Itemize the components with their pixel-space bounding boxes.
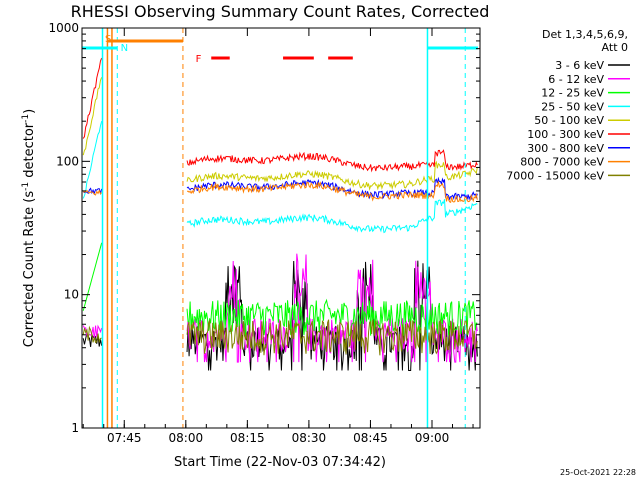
y-axis-label-main: Corrected Count Rate (s <box>22 191 37 348</box>
x-tick-label-2: 08:15 <box>230 431 265 445</box>
y-tick-label-0: 1 <box>71 421 79 435</box>
segment-label-0: S <box>105 34 111 45</box>
x-tick-label-0: 07:45 <box>107 431 142 445</box>
y-axis-label-exp2: -1 <box>21 114 31 123</box>
series-early-6 <box>82 187 103 196</box>
legend-label-1: 6 - 12 keV <box>548 73 604 86</box>
plot-area <box>82 57 478 371</box>
segment-label-2: F <box>196 54 202 65</box>
chart-title: RHESSI Observing Summary Count Rates, Co… <box>71 2 490 21</box>
series-early-7 <box>83 189 103 196</box>
series-line-7 <box>186 181 478 204</box>
x-tick-label-4: 08:45 <box>353 431 388 445</box>
series-line-1 <box>186 253 478 363</box>
segment-label-1: N <box>121 43 128 54</box>
legend-label-2: 12 - 25 keV <box>541 87 604 100</box>
series-early-8 <box>82 325 102 344</box>
footer-date: 25-Oct-2021 22:28 <box>560 468 636 477</box>
legend-label-5: 100 - 300 keV <box>527 128 604 141</box>
legend-header-1: Det 1,3,4,5,6,9, <box>542 28 628 41</box>
series-line-5 <box>186 149 478 173</box>
series-line-6 <box>186 176 478 201</box>
x-tick-label-3: 08:30 <box>292 431 327 445</box>
x-axis-label: Start Time (22-Nov-03 07:34:42) <box>174 455 386 470</box>
series-early-5 <box>82 57 103 139</box>
legend-label-0: 3 - 6 keV <box>555 59 604 72</box>
event-markers: SN F <box>82 28 478 428</box>
x-tick-label-5: 09:00 <box>415 431 450 445</box>
series-line-4 <box>186 160 478 191</box>
y-tick-label-1: 10 <box>64 288 79 302</box>
series-line-8 <box>186 318 478 356</box>
legend-header-2: Att 0 <box>602 41 628 54</box>
series-early-3 <box>82 121 103 199</box>
y-axis-ticks: 1 10 100 1000 <box>48 21 480 435</box>
y-axis-label-exp1: -1 <box>21 182 31 191</box>
y-tick-label-3: 1000 <box>48 21 79 35</box>
series-line-3 <box>186 199 478 234</box>
y-axis-label-end: ) <box>22 109 37 114</box>
legend-label-8: 7000 - 15000 keV <box>506 169 604 182</box>
x-axis-ticks: 07:45 08:00 08:15 08:30 08:45 09:00 <box>82 28 474 445</box>
series-line-2 <box>186 298 478 337</box>
y-axis-label-mid: detector <box>22 122 37 182</box>
plot-frame <box>81 27 481 429</box>
legend-label-4: 50 - 100 keV <box>534 114 604 127</box>
legend-label-7: 800 - 7000 keV <box>520 156 604 169</box>
series-early-4 <box>82 77 103 156</box>
y-axis-label: Corrected Count Rate (s-1 detector-1) <box>21 109 37 347</box>
series-early-2 <box>82 242 103 311</box>
y-tick-label-2: 100 <box>56 154 79 168</box>
x-tick-label-1: 08:00 <box>169 431 204 445</box>
legend-label-6: 300 - 800 keV <box>527 142 604 155</box>
legend-label-3: 25 - 50 keV <box>541 100 604 113</box>
